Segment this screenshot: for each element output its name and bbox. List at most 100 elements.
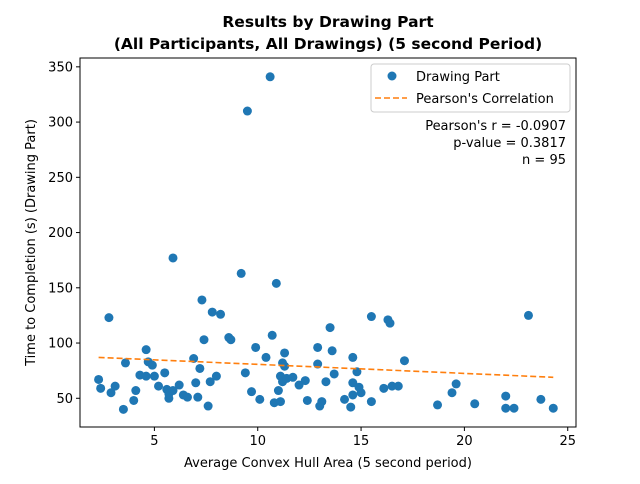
data-point <box>387 381 397 391</box>
data-point <box>451 379 461 389</box>
data-point <box>393 381 403 391</box>
data-point <box>325 323 335 333</box>
chart-title-line2: (All Participants, All Drawings) (5 seco… <box>114 35 542 53</box>
x-tick-label: 15 <box>353 434 370 449</box>
x-tick-label: 10 <box>249 434 266 449</box>
data-point <box>211 371 221 381</box>
data-point <box>251 342 261 352</box>
y-tick-label: 250 <box>48 171 73 186</box>
y-tick-label: 200 <box>48 226 73 241</box>
data-point <box>261 352 271 362</box>
data-point <box>203 401 213 411</box>
annotation-pearson-r: Pearson's r = -0.0907 <box>425 119 566 134</box>
legend-box <box>370 63 571 113</box>
data-point <box>302 395 312 405</box>
legend-marker-drawing-part <box>387 71 397 81</box>
data-point <box>199 335 209 345</box>
data-point <box>174 380 184 390</box>
data-point <box>352 367 362 377</box>
data-point <box>280 361 290 371</box>
data-point <box>273 386 283 396</box>
data-point <box>536 394 546 404</box>
data-point <box>548 403 558 413</box>
data-point <box>313 342 323 352</box>
annotation-n: n = 95 <box>522 153 566 168</box>
data-point <box>193 392 203 402</box>
data-point <box>348 390 358 400</box>
data-point <box>280 348 290 358</box>
data-point <box>346 402 356 412</box>
y-axis-label: Time to Completion (s) (Drawing Part) <box>24 119 39 367</box>
x-axis-label: Average Convex Hull Area (5 second perio… <box>184 456 472 471</box>
chart-title-line1: Results by Drawing Part <box>222 13 434 31</box>
plot-frame <box>79 57 577 428</box>
y-tick-label: 350 <box>48 60 73 75</box>
data-point <box>236 268 246 278</box>
data-point <box>216 309 226 319</box>
data-point <box>523 310 533 320</box>
data-point <box>242 106 252 116</box>
data-point <box>288 372 298 382</box>
x-axis-ticks: 5 10 15 20 25 <box>150 427 576 449</box>
data-point <box>191 378 201 388</box>
data-point <box>154 381 164 391</box>
data-point <box>141 371 151 381</box>
data-point <box>255 394 265 404</box>
y-tick-label: 100 <box>48 337 73 352</box>
data-point <box>118 404 128 414</box>
y-axis-ticks: 50 100 150 200 250 300 350 <box>48 60 80 407</box>
data-point <box>379 383 389 393</box>
data-point <box>195 363 205 373</box>
data-point <box>160 368 170 378</box>
data-point <box>385 318 395 328</box>
data-point <box>366 312 376 322</box>
data-point <box>340 394 350 404</box>
y-tick-label: 150 <box>48 281 73 296</box>
data-point <box>501 391 511 401</box>
data-point <box>294 380 304 390</box>
data-point <box>327 346 337 356</box>
data-point <box>447 388 457 398</box>
data-point <box>329 369 339 379</box>
legend: Drawing Part Pearson's Correlation <box>370 63 571 113</box>
plot-area <box>80 58 576 427</box>
data-point <box>182 392 192 402</box>
data-point <box>356 388 366 398</box>
data-point <box>501 403 511 413</box>
data-point <box>149 371 159 381</box>
x-tick-label: 20 <box>456 434 473 449</box>
data-point <box>96 383 106 393</box>
data-point <box>110 381 120 391</box>
data-point <box>300 376 310 386</box>
data-point <box>226 335 236 345</box>
pearson-correlation-line <box>98 356 554 379</box>
data-point <box>197 295 207 305</box>
data-point <box>129 395 139 405</box>
data-point <box>271 278 281 288</box>
data-point <box>141 345 151 355</box>
data-point <box>399 356 409 366</box>
data-point <box>265 72 275 82</box>
data-point <box>366 397 376 407</box>
y-tick-label: 300 <box>48 116 73 131</box>
data-point <box>321 377 331 387</box>
annotation-p-value: p-value = 0.3817 <box>453 136 566 151</box>
data-point <box>168 386 178 396</box>
data-point <box>433 400 443 410</box>
x-tick-label: 5 <box>150 434 158 449</box>
data-point <box>94 374 104 384</box>
data-point <box>106 388 116 398</box>
data-point <box>131 386 141 396</box>
data-point <box>104 313 114 323</box>
data-point <box>240 368 250 378</box>
legend-label-drawing-part: Drawing Part <box>416 70 500 85</box>
data-point <box>470 399 480 409</box>
data-point <box>267 330 277 340</box>
data-point <box>205 377 215 387</box>
data-point <box>509 403 519 413</box>
legend-label-pearson: Pearson's Correlation <box>416 92 554 107</box>
data-point <box>207 307 217 317</box>
data-point <box>168 253 178 263</box>
